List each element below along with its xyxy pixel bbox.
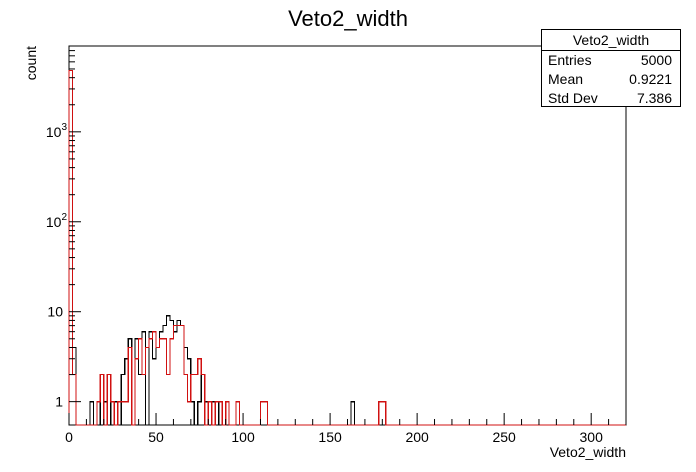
stats-stddev-label: Std Dev xyxy=(548,90,598,106)
stats-entries-label: Entries xyxy=(548,52,592,68)
x-tick-label: 250 xyxy=(492,429,516,445)
x-tick-label: 150 xyxy=(318,429,342,445)
x-tick-label: 300 xyxy=(580,429,604,445)
stats-row-mean: Mean 0.9221 xyxy=(542,70,680,89)
y-tick-label: 103 xyxy=(46,122,68,140)
stats-stddev-value: 7.386 xyxy=(636,90,672,106)
histogram-series-1 xyxy=(68,69,626,426)
y-axis-label: count xyxy=(23,46,39,80)
stats-mean-value: 0.9221 xyxy=(629,71,672,87)
y-tick-label: 10 xyxy=(47,304,63,320)
y-tick-label: 102 xyxy=(46,212,68,230)
x-axis-label: Veto2_width xyxy=(550,444,626,460)
stats-entries-value: 5000 xyxy=(640,52,672,68)
series-layer xyxy=(68,69,626,426)
x-tick-label: 0 xyxy=(65,429,73,445)
stats-box: Veto2_width Entries 5000 Mean 0.9221 Std… xyxy=(541,29,681,107)
stats-row-stddev: Std Dev 7.386 xyxy=(542,89,680,108)
stats-title: Veto2_width xyxy=(542,30,680,51)
stats-row-entries: Entries 5000 xyxy=(542,51,680,70)
x-axis-ticks: 0 50 100 150 200 250 300 xyxy=(65,413,627,445)
chart-title: Veto2_width xyxy=(288,6,408,31)
x-tick-label: 100 xyxy=(231,429,255,445)
x-tick-label: 200 xyxy=(405,429,429,445)
y-tick-label: 1 xyxy=(55,394,63,410)
x-tick-label: 50 xyxy=(148,429,164,445)
y-axis-ticks: 1 10 102 103 xyxy=(46,45,81,410)
histogram-series-2 xyxy=(68,69,626,426)
stats-mean-label: Mean xyxy=(548,71,584,87)
